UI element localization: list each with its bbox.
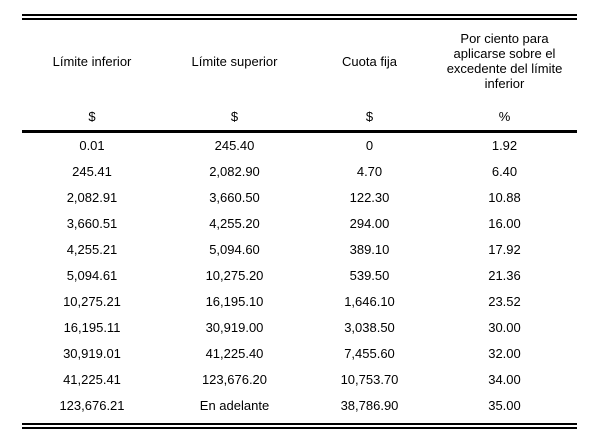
cell-lower-limit: 30,919.01 [63,346,121,361]
cell-upper-limit: 123,676.20 [201,372,268,387]
cell-fixed-fee: 7,455.60 [344,346,395,361]
cell-lower-limit: 245.41 [72,164,112,179]
cell-fixed-fee: 38,786.90 [340,398,399,413]
cell-fixed-fee: 539.50 [349,268,390,283]
cell-upper-limit: 2,082.90 [209,164,260,179]
cell-lower-limit: 16,195.11 [63,320,121,335]
cell-upper-limit: En adelante [199,398,270,413]
cell-fixed-fee: 3,038.50 [344,320,395,335]
bottom-double-rule [22,423,577,429]
cell-upper-limit: 3,660.50 [209,190,260,205]
cell-lower-limit: 123,676.21 [59,398,125,413]
cell-lower-limit: 10,275.21 [63,294,121,309]
cell-percentage: 32.00 [488,346,521,361]
cell-lower-limit: 0.01 [79,138,105,153]
cell-lower-limit: 41,225.41 [63,372,121,387]
table-row: 123,676.21 En adelante 38,786.90 35.00 [22,393,577,419]
cell-percentage: 10.88 [488,190,521,205]
tax-rate-table: Límite inferior Límite superior Cuota fi… [22,20,577,130]
tax-rate-table-body: 0.01 245.40 0 1.92 245.41 2,082.90 4.70 6.40 2,0… [22,133,577,419]
cell-upper-limit: 5,094.60 [209,242,260,257]
cell-fixed-fee: 1,646.10 [344,294,395,309]
cell-lower-limit: 4,255.21 [66,242,118,257]
header-upper-limit: Límite superior [191,53,278,69]
unit-fixed-fee: $ [365,108,374,124]
cell-percentage: 30.00 [488,320,521,335]
table-row: 30,919.01 41,225.40 7,455.60 32.00 [22,341,577,367]
table-row: 5,094.61 10,275.20 539.50 21.36 [22,263,577,289]
table-row: 41,225.41 123,676.20 10,753.70 34.00 [22,367,577,393]
cell-upper-limit: 10,275.20 [205,268,264,283]
cell-lower-limit: 2,082.91 [66,190,118,205]
table-row: 16,195.11 30,919.00 3,038.50 30.00 [22,315,577,341]
cell-percentage: 1.92 [491,138,518,153]
cell-fixed-fee: 0 [365,138,374,153]
unit-lower-limit: $ [88,108,96,124]
header-row: Límite inferior Límite superior Cuota fi… [22,20,577,102]
cell-lower-limit: 5,094.61 [66,268,118,283]
header-fixed-fee: Cuota fija [342,53,397,69]
cell-upper-limit: 30,919.00 [205,320,264,335]
cell-fixed-fee: 4.70 [356,164,383,179]
cell-percentage: 16.00 [488,216,521,231]
header-lower-limit: Límite inferior [52,53,132,69]
table-row: 4,255.21 5,094.60 389.10 17.92 [22,237,577,263]
unit-upper-limit: $ [230,108,239,124]
tax-table-container: Límite inferior Límite superior Cuota fi… [22,14,577,429]
cell-percentage: 35.00 [488,398,521,413]
cell-upper-limit: 41,225.40 [205,346,264,361]
cell-percentage: 6.40 [491,164,518,179]
table-row: 245.41 2,082.90 4.70 6.40 [22,159,577,185]
cell-upper-limit: 4,255.20 [209,216,260,231]
table-row: 3,660.51 4,255.20 294.00 16.00 [22,211,577,237]
cell-fixed-fee: 389.10 [349,242,390,257]
cell-percentage: 17.92 [488,242,521,257]
table-row: 0.01 245.40 0 1.92 [22,133,577,159]
header-divider-rule [22,130,577,133]
cell-percentage: 21.36 [488,268,521,283]
cell-percentage: 34.00 [488,372,521,387]
cell-lower-limit: 3,660.51 [66,216,118,231]
header-percentage: Por ciento para aplicarse sobre el exced… [446,31,563,91]
unit-percentage: % [498,108,511,124]
units-row: $ $ $ % [22,102,577,130]
table-row: 2,082.91 3,660.50 122.30 10.88 [22,185,577,211]
cell-fixed-fee: 10,753.70 [340,372,399,387]
cell-percentage: 23.52 [488,294,521,309]
table-row: 10,275.21 16,195.10 1,646.10 23.52 [22,289,577,315]
top-double-rule [22,14,577,20]
cell-fixed-fee: 122.30 [349,190,390,205]
cell-upper-limit: 16,195.10 [205,294,264,309]
cell-fixed-fee: 294.00 [349,216,390,231]
cell-upper-limit: 245.40 [214,138,255,153]
